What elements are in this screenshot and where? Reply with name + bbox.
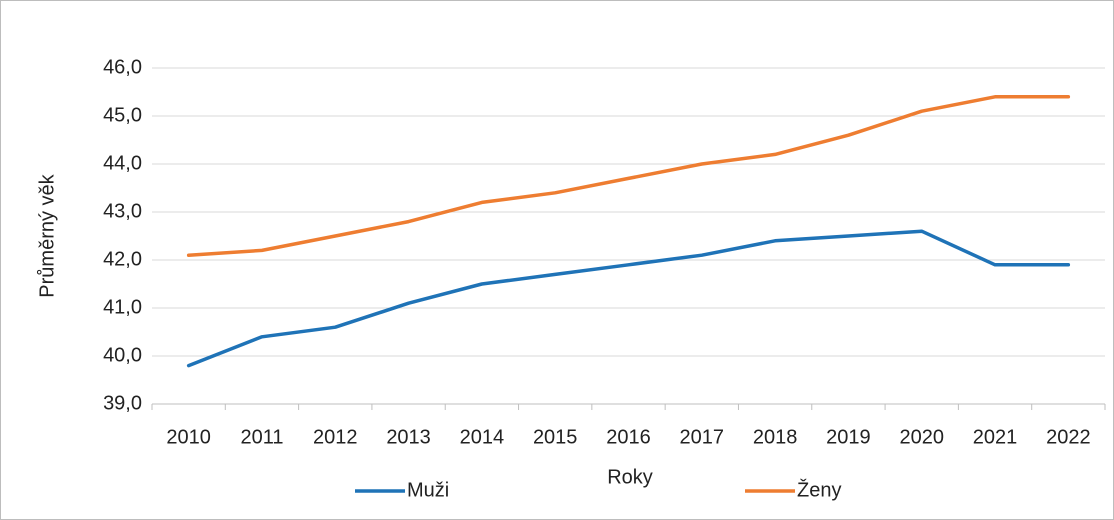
x-tick-label: 2020 bbox=[899, 426, 944, 448]
y-tick-label: 44,0 bbox=[103, 152, 142, 174]
x-tick-label: 2017 bbox=[680, 426, 725, 448]
y-tick-label: 45,0 bbox=[103, 104, 142, 126]
x-tick-label: 2012 bbox=[313, 426, 358, 448]
x-tick-label: 2019 bbox=[826, 426, 871, 448]
x-tick-label: 2014 bbox=[460, 426, 505, 448]
legend-label: Muži bbox=[407, 479, 449, 501]
x-tick-label: 2011 bbox=[240, 426, 283, 448]
x-tick-label: 2021 bbox=[973, 426, 1018, 448]
line-series bbox=[186, 95, 1071, 257]
y-tick-label: 40,0 bbox=[103, 344, 142, 366]
x-tick-label: 2022 bbox=[1046, 426, 1091, 448]
y-tick-label: 41,0 bbox=[103, 296, 142, 318]
y-tick-label: 39,0 bbox=[103, 392, 142, 414]
y-tick-label: 42,0 bbox=[103, 248, 142, 270]
x-tick-label: 2010 bbox=[166, 426, 211, 448]
x-tick-label: 2015 bbox=[533, 426, 578, 448]
legend-label: Ženy bbox=[797, 478, 841, 501]
y-axis-label: Průměrný věk bbox=[36, 173, 58, 297]
x-tick-label: 2013 bbox=[386, 426, 431, 448]
x-tick-label: 2016 bbox=[606, 426, 651, 448]
y-tick-label: 43,0 bbox=[103, 200, 142, 222]
x-axis-label: Roky bbox=[607, 466, 653, 488]
y-tick-label: 46,0 bbox=[103, 56, 142, 78]
x-tick-label: 2018 bbox=[753, 426, 798, 448]
line-series bbox=[186, 229, 1071, 368]
